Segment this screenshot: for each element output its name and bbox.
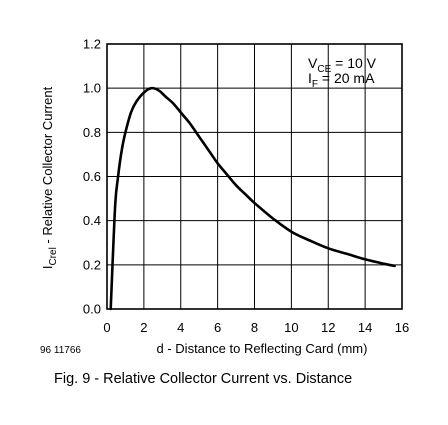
y-axis-label: ICrel - Relative Collector Current xyxy=(40,86,59,269)
y-tick-label: 0.8 xyxy=(83,125,101,140)
x-tick-label: 10 xyxy=(284,320,298,335)
x-tick-label: 4 xyxy=(177,320,184,335)
condition-if: IF = 20 mA xyxy=(308,70,375,90)
x-tick-label: 12 xyxy=(321,320,335,335)
y-tick-label: 0.0 xyxy=(83,302,101,317)
plot-frame xyxy=(106,43,403,310)
series-line xyxy=(109,86,396,311)
x-tick-label: 2 xyxy=(140,320,147,335)
y-tick-labels: 0.0 0.2 0.4 0.6 0.8 1.0 1.2 xyxy=(83,37,101,317)
x-tick-label: 16 xyxy=(395,320,409,335)
figure-caption: Fig. 9 - Relative Collector Current vs. … xyxy=(54,371,352,387)
y-tick-label: 0.2 xyxy=(83,257,101,272)
condition-vce: VCE = 10 V xyxy=(308,55,377,75)
x-tick-label: 6 xyxy=(214,320,221,335)
x-tick-label: 0 xyxy=(103,320,110,335)
y-tick-label: 1.0 xyxy=(83,81,101,96)
y-tick-label: 0.4 xyxy=(83,213,101,228)
x-tick-label: 8 xyxy=(251,320,258,335)
y-tick-label: 1.2 xyxy=(83,37,101,52)
y-tick-label: 0.6 xyxy=(83,169,101,184)
x-tick-labels: 0 2 4 6 8 10 12 14 16 xyxy=(103,320,409,335)
document-number: 96 11766 xyxy=(40,345,81,356)
x-axis-label: d - Distance to Reflecting Card (mm) xyxy=(157,341,368,356)
x-tick-label: 14 xyxy=(358,320,372,335)
